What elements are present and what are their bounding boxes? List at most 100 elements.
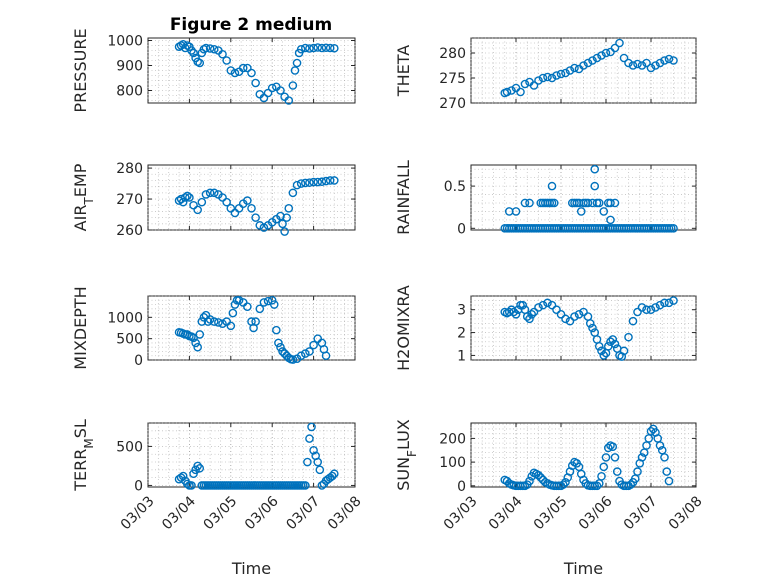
x-tick-label: 03/03: [118, 493, 158, 533]
data-point: [619, 346, 629, 356]
data-point: [180, 193, 190, 202]
data-point: [547, 73, 557, 83]
data-point: [292, 180, 302, 190]
data-point: [579, 61, 588, 70]
data-point: [585, 319, 595, 328]
data-point: [276, 86, 285, 95]
y-tick-label: 270: [116, 192, 143, 208]
subplot-6: 1 2 3 H2OMIXRA: [394, 285, 697, 371]
data-point: [646, 426, 656, 436]
data-point: [527, 309, 537, 319]
data-point: [624, 58, 633, 68]
data-point: [612, 467, 622, 476]
data-point: [313, 43, 323, 52]
data-point: [209, 317, 219, 326]
data-point: [259, 298, 269, 307]
data-point: [317, 43, 327, 53]
data-point: [637, 453, 647, 462]
data-point: [538, 73, 548, 83]
subplot-3: 260 270 280 AIRTEMP: [71, 161, 356, 239]
data-point: [606, 215, 615, 225]
data-point: [529, 81, 539, 90]
data-point: [556, 69, 566, 79]
data-point: [288, 188, 298, 198]
data-point: [525, 314, 534, 324]
subplot-7: 0 500 03/03 03/04 03/05 03/06 03/07 03/08 TERRMS…: [71, 419, 365, 578]
data-point: [561, 68, 570, 78]
data-point: [520, 79, 530, 89]
data-point: [594, 198, 604, 208]
data-point: [288, 81, 298, 90]
scatter-series: [500, 296, 678, 361]
y-tick-label: 0: [457, 479, 466, 495]
data-point: [329, 469, 339, 479]
scatter-series: [500, 38, 678, 98]
x-tick-label: 03/05: [531, 493, 571, 533]
data-point: [579, 307, 588, 317]
data-point: [608, 442, 618, 452]
data-point: [185, 193, 194, 202]
data-point: [327, 471, 337, 481]
data-point: [243, 63, 252, 73]
data-point: [178, 197, 188, 207]
x-tick-label: 03/08: [666, 493, 706, 533]
data-point: [525, 198, 534, 208]
y-axis-label: AIRTEMP: [71, 163, 96, 231]
data-point: [655, 300, 665, 310]
data-point: [549, 198, 559, 208]
data-point: [603, 443, 613, 453]
data-point: [536, 473, 546, 482]
data-point: [301, 43, 310, 53]
data-point: [267, 83, 277, 93]
data-point: [552, 71, 561, 80]
data-point: [321, 176, 331, 186]
data-point: [284, 204, 294, 213]
data-point: [303, 457, 312, 467]
data-point: [662, 467, 672, 476]
data-point: [251, 317, 260, 326]
data-point: [509, 307, 519, 317]
data-point: [305, 44, 314, 53]
data-point: [197, 197, 207, 207]
data-point: [187, 481, 196, 490]
y-tick-label: 1000: [107, 34, 143, 50]
data-point: [669, 56, 678, 65]
data-point: [321, 43, 331, 53]
data-point: [590, 164, 600, 174]
data-point: [534, 76, 543, 85]
data-point: [511, 207, 521, 216]
data-point: [313, 177, 323, 187]
data-point: [561, 314, 570, 324]
y-tick-label: 280: [439, 46, 466, 62]
data-point: [178, 471, 188, 481]
data-point: [608, 335, 618, 344]
data-point: [561, 477, 570, 487]
data-point: [651, 61, 660, 70]
data-point: [669, 296, 678, 305]
data-point: [590, 181, 600, 191]
data-point: [547, 181, 557, 191]
data-point: [309, 177, 318, 187]
data-point: [543, 72, 552, 82]
data-point: [529, 307, 539, 317]
y-tick-label: 100: [439, 455, 466, 471]
x-tick-label: 03/03: [441, 493, 481, 533]
data-point: [325, 43, 335, 53]
y-axis-label: SUNFLUX: [394, 419, 419, 491]
data-point: [556, 309, 566, 319]
data-point: [628, 61, 638, 70]
data-point: [195, 58, 205, 68]
data-point: [558, 480, 568, 489]
data-point: [278, 219, 287, 229]
data-point: [574, 309, 584, 319]
data-point: [183, 191, 192, 201]
data-point: [205, 315, 215, 324]
data-point: [619, 53, 629, 63]
data-point: [601, 48, 611, 58]
data-point: [525, 476, 534, 486]
data-point: [660, 298, 669, 308]
x-tick-label: 03/04: [159, 493, 199, 533]
scatter-series: [174, 295, 331, 364]
